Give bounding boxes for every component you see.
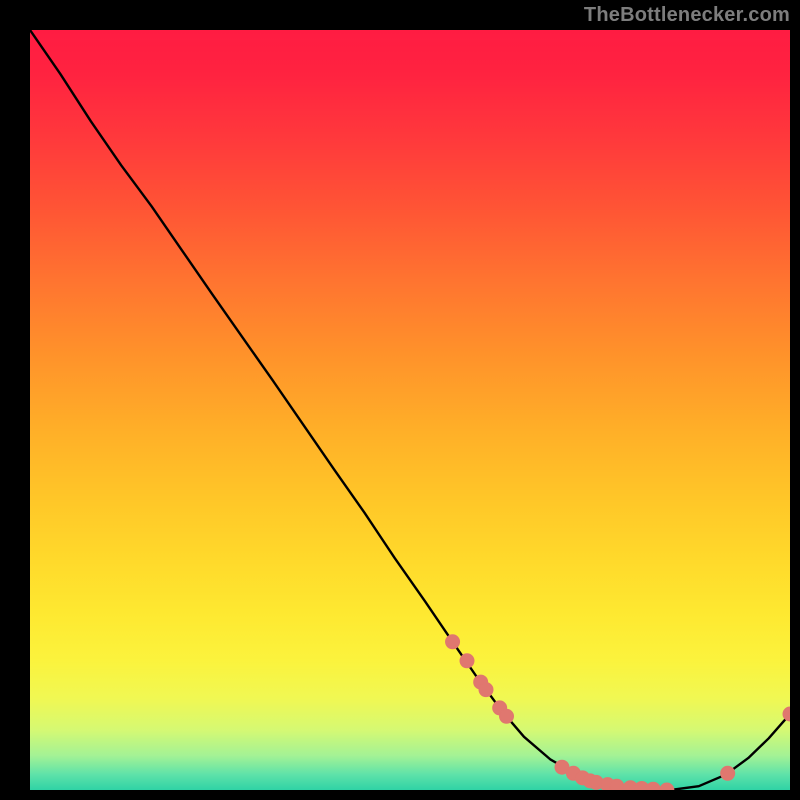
bottleneck-chart [30, 30, 790, 790]
gpu-marker [479, 683, 493, 697]
gpu-marker [500, 709, 514, 723]
gpu-marker [446, 635, 460, 649]
chart-background [30, 30, 790, 790]
chart-svg [30, 30, 790, 790]
gpu-marker [460, 654, 474, 668]
attribution-text: TheBottlenecker.com [584, 4, 790, 27]
gpu-marker [721, 766, 735, 780]
gpu-marker [610, 779, 624, 790]
